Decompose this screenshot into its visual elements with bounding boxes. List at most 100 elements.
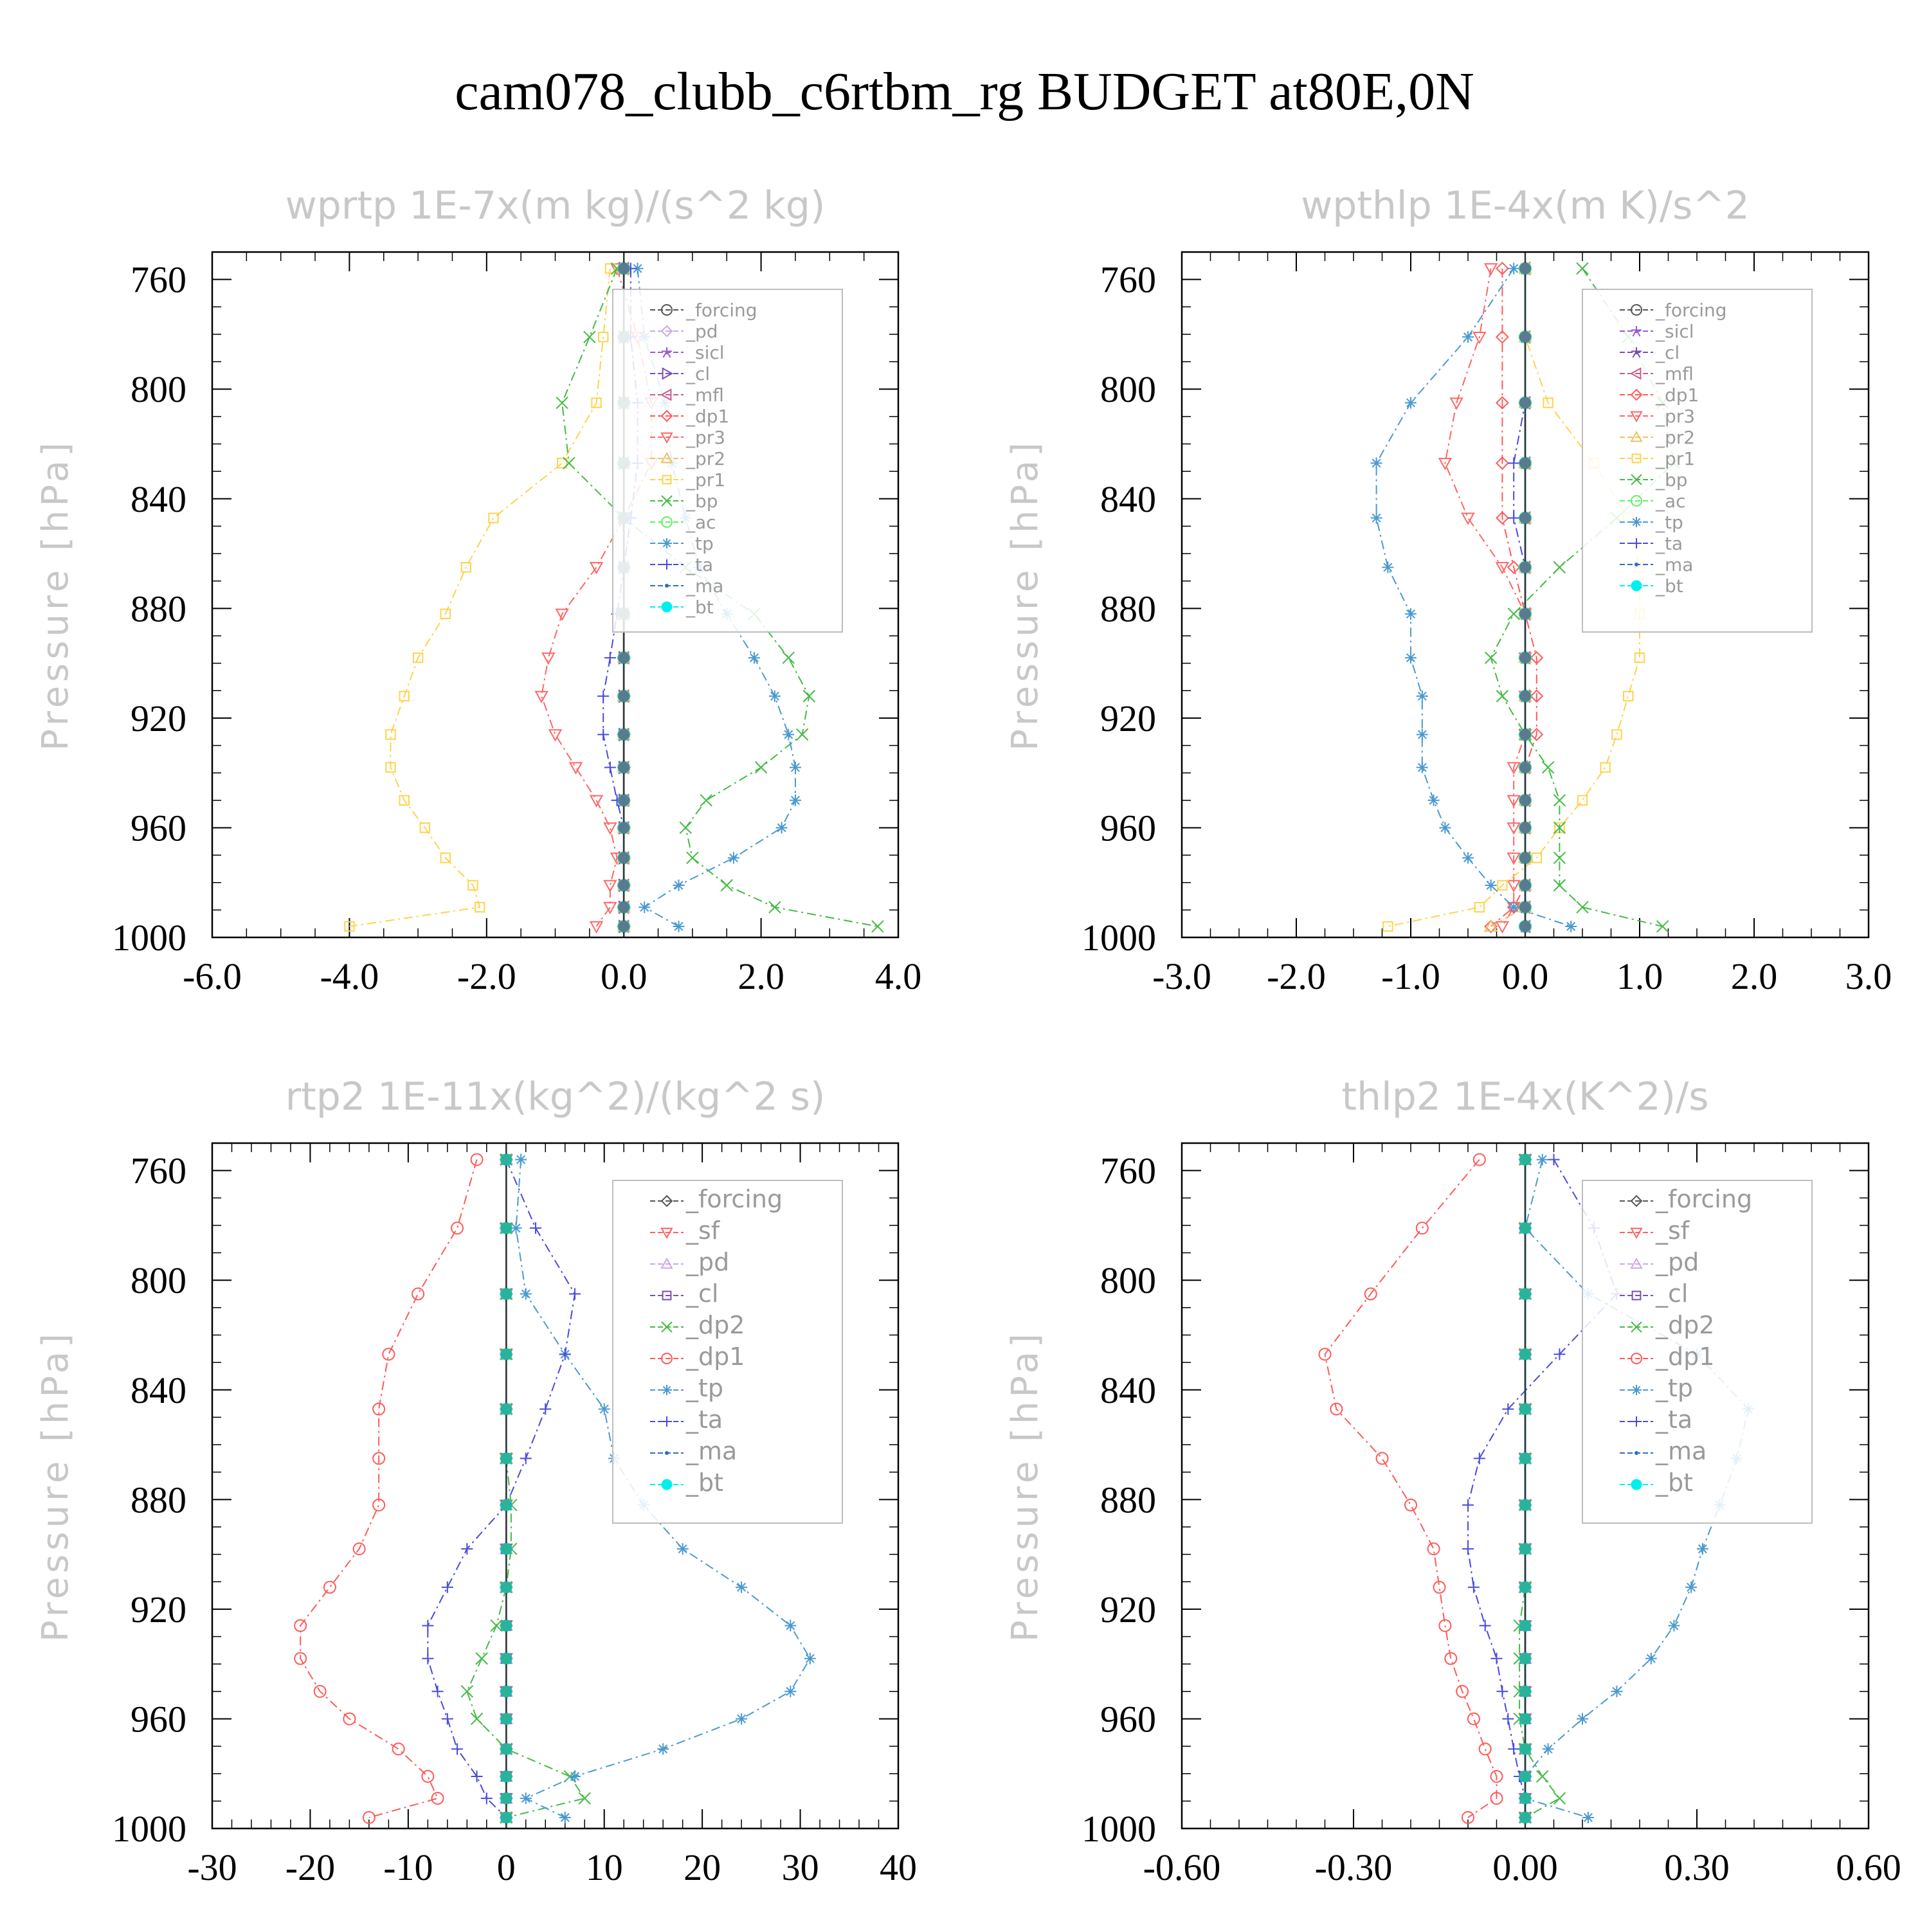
legend-item: _dp1 [1620, 384, 1699, 406]
legend-marker [662, 1416, 672, 1427]
zero-marker [1519, 1792, 1531, 1805]
legend-marker [660, 1227, 673, 1240]
series-point [1623, 691, 1634, 701]
y-tick-label: 960 [131, 807, 186, 849]
series-point [1576, 262, 1589, 275]
series-point [1370, 457, 1382, 469]
zero-marker [1519, 1713, 1531, 1725]
series-point [1478, 1742, 1492, 1756]
series-point [795, 728, 809, 741]
series-point [1507, 853, 1521, 865]
series-point [412, 1287, 425, 1301]
legend-item: _ma [650, 575, 723, 597]
legend-marker [662, 1290, 672, 1301]
legend-item: _tp [1620, 512, 1683, 533]
y-tick-label: 840 [1100, 1369, 1156, 1411]
zero-marker [500, 1288, 512, 1300]
series-point [313, 1684, 327, 1698]
zero-marker [1519, 1153, 1531, 1166]
panel-title: thlp2 1E-4x(K^2)/s [1341, 1074, 1708, 1119]
legend-item: _ac [650, 512, 716, 533]
zero-marker [1519, 728, 1531, 741]
zero-marker [1519, 561, 1531, 573]
series-point [323, 1580, 336, 1594]
legend-label: _pr1 [1655, 448, 1695, 469]
legend-marker [1635, 563, 1638, 566]
series-point [1382, 921, 1393, 932]
series-point [1462, 1810, 1474, 1824]
series-point [534, 691, 548, 703]
series-point [431, 1792, 444, 1805]
legend-item: _dp1 [650, 1342, 745, 1371]
series_pr1 [344, 263, 616, 932]
zero-marker [1519, 852, 1531, 864]
series-point [490, 1619, 503, 1632]
legend-item: _dp1 [1620, 1342, 1714, 1371]
y-tick-label: 920 [131, 1589, 186, 1630]
series-point [1553, 561, 1566, 574]
legend-label: _pr3 [1655, 406, 1695, 427]
series-point [597, 728, 610, 741]
zero-marker [618, 761, 630, 773]
series-point [1508, 901, 1520, 914]
series_dp1 [294, 1153, 484, 1824]
series-point [294, 1652, 307, 1665]
x-tick-label: -0.30 [1315, 1846, 1393, 1888]
x-tick-label: 30 [782, 1846, 819, 1888]
series_dp1 [1318, 1153, 1503, 1824]
legend-label: _ma [685, 1437, 737, 1465]
legend-label: _ma [1655, 554, 1693, 575]
series-point [1541, 761, 1555, 774]
series-point [603, 822, 617, 835]
legend-label: _bt [1655, 1468, 1693, 1497]
series-point [530, 1222, 542, 1234]
plot-frame [1181, 1142, 1870, 1830]
legend-label: _cl [685, 363, 710, 384]
series-point [520, 1452, 532, 1465]
legend-item: _bt [1620, 1468, 1693, 1497]
x-tick-label: -0.60 [1143, 1846, 1221, 1888]
series-point [1508, 262, 1520, 275]
legend-item: _mfl [650, 384, 724, 406]
x-tick-label: -6.0 [183, 955, 242, 997]
legend: _forcing_pd_sicl_cl_mfl_dp1_pr3_pr2_pr1_… [612, 289, 843, 633]
zero-marker [1519, 652, 1531, 664]
series-point [412, 652, 424, 664]
legend-marker [661, 516, 673, 528]
panel-title: wprtp 1E-7x(m kg)/(s^2 kg) [285, 183, 826, 228]
plot-frame [211, 251, 900, 939]
series_tp [510, 1153, 816, 1823]
series-point [1405, 397, 1417, 409]
zero-marker [1519, 794, 1531, 806]
series-point [344, 921, 355, 932]
y-tick-label: 1000 [1082, 1808, 1156, 1850]
legend-label: _ma [1655, 1437, 1707, 1465]
legend-marker [661, 495, 673, 507]
series-point [1382, 561, 1394, 573]
y-tick-label: 880 [1100, 588, 1156, 629]
legend-item: _cl [1620, 342, 1680, 363]
legend-item: _sf [650, 1216, 721, 1245]
plot-frame [211, 1142, 900, 1830]
zero-marker [1519, 1403, 1531, 1415]
series-point [1416, 728, 1428, 741]
series-point [1370, 512, 1382, 524]
series-point [1543, 397, 1553, 408]
legend-marker [661, 1353, 673, 1364]
y-tick-label: 920 [1100, 698, 1156, 739]
legend-item: _sicl [650, 342, 725, 363]
legend-label: _dp1 [1655, 1342, 1714, 1371]
y-tick-label: 800 [131, 368, 186, 410]
legend-label: _bt [1655, 575, 1683, 597]
series-point [1461, 512, 1475, 525]
series-point [471, 1770, 483, 1782]
y-tick-label: 920 [131, 698, 186, 739]
series-point [783, 728, 795, 741]
legend-item: _tp [650, 533, 714, 554]
legend-label: _dp1 [1655, 384, 1699, 406]
legend-label: _cl [685, 1279, 718, 1308]
legend-label: _cl [1655, 1279, 1688, 1308]
series-point [1576, 901, 1589, 914]
series-point [1467, 1581, 1480, 1593]
legend-label: _sicl [685, 342, 725, 363]
